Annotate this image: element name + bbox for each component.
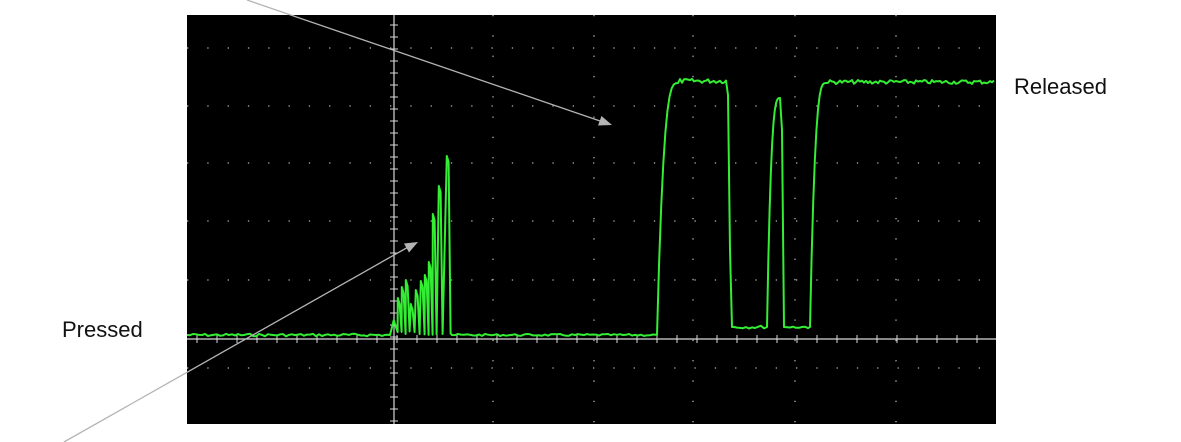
released-arrow [246,0,612,126]
signal-trace [186,77,995,338]
released-label: Released [1014,74,1107,99]
pressed-label: Pressed [62,317,143,342]
pressed-arrow [63,242,418,442]
graticule [187,15,996,424]
scope-screen [187,15,996,424]
